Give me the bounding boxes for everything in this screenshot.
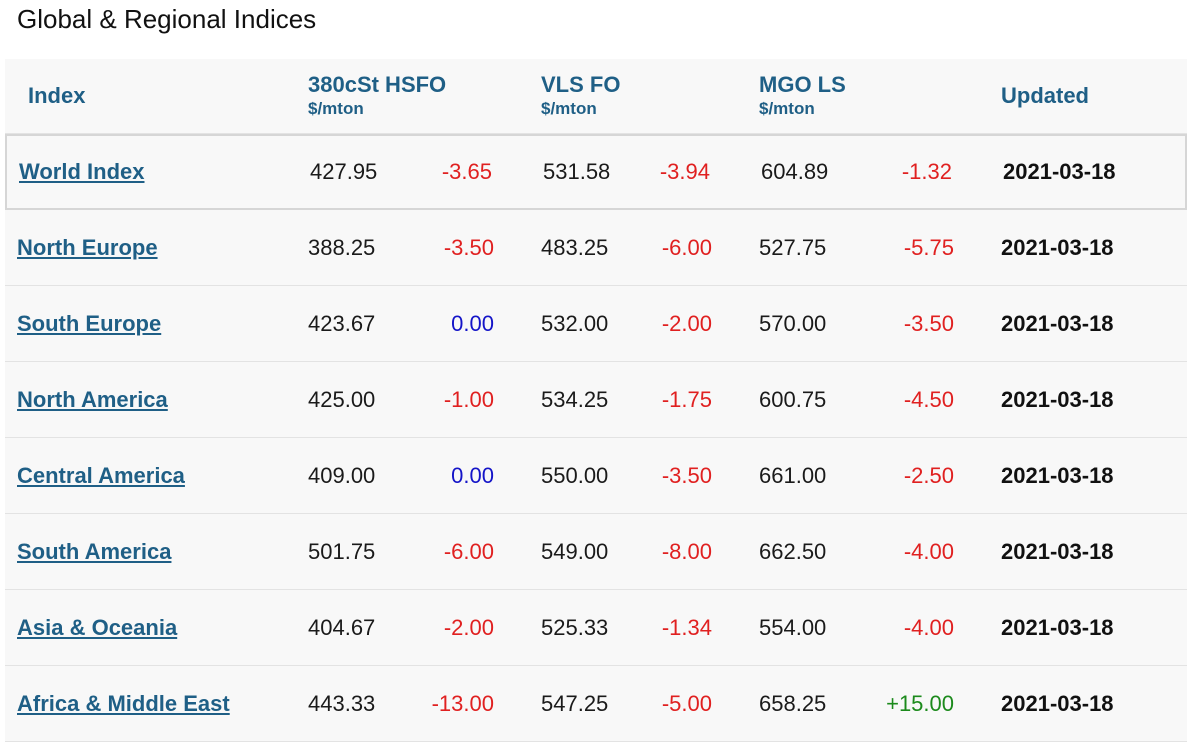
table-row: Central America 409.00 0.00 550.00 -3.50… — [5, 438, 1187, 514]
hsfo-price: 427.95 — [310, 159, 378, 184]
mgo-change: -2.50 — [903, 462, 954, 488]
mgo-price: 661.00 — [759, 462, 827, 488]
vlsfo-price: 549.00 — [541, 538, 609, 564]
vlsfo-change: -8.00 — [661, 538, 712, 564]
hsfo-price: 404.67 — [308, 614, 376, 640]
mgo-change: -4.00 — [903, 538, 954, 564]
mgo-change: -3.50 — [903, 310, 954, 336]
table-row: South America 501.75 -6.00 549.00 -8.00 … — [5, 514, 1187, 590]
page-title: Global & Regional Indices — [17, 4, 317, 34]
updated-date: 2021-03-18 — [1003, 159, 1116, 184]
header-mgo: MGO LS $/mton — [759, 72, 846, 119]
mgo-change: -5.75 — [903, 234, 954, 260]
hsfo-change: -1.00 — [443, 386, 494, 412]
table-row: Asia & Oceania 404.67 -2.00 525.33 -1.34… — [5, 590, 1187, 666]
region-link[interactable]: North America — [17, 386, 168, 412]
header-index-label: Index — [28, 83, 86, 108]
hsfo-price: 425.00 — [308, 386, 376, 412]
hsfo-change: -6.00 — [443, 538, 494, 564]
mgo-price: 554.00 — [759, 614, 827, 640]
header-vlsfo: VLS FO $/mton — [541, 72, 620, 119]
table-row: North America 425.00 -1.00 534.25 -1.75 … — [5, 362, 1187, 438]
hsfo-change: 0.00 — [451, 310, 494, 336]
vlsfo-price: 550.00 — [541, 462, 609, 488]
mgo-change: -4.00 — [903, 614, 954, 640]
vlsfo-change: -3.50 — [661, 462, 712, 488]
vlsfo-change: -3.94 — [659, 159, 710, 184]
table-row: Africa & Middle East 443.33 -13.00 547.2… — [5, 666, 1187, 742]
mgo-change: -1.32 — [901, 159, 952, 184]
hsfo-change: -2.00 — [443, 614, 494, 640]
table-row: North Europe 388.25 -3.50 483.25 -6.00 5… — [5, 210, 1187, 286]
mgo-change: -4.50 — [903, 386, 954, 412]
vlsfo-change: -6.00 — [661, 234, 712, 260]
vlsfo-price: 483.25 — [541, 234, 609, 260]
updated-date: 2021-03-18 — [1001, 310, 1114, 336]
hsfo-price: 423.67 — [308, 310, 376, 336]
table-row: World Index 427.95 -3.65 531.58 -3.94 60… — [5, 134, 1187, 210]
header-mgo-unit: $/mton — [759, 99, 815, 118]
region-link[interactable]: Asia & Oceania — [17, 614, 178, 640]
vlsfo-change: -1.75 — [661, 386, 712, 412]
updated-date: 2021-03-18 — [1001, 614, 1114, 640]
updated-date: 2021-03-18 — [1001, 386, 1114, 412]
header-vlsfo-label: VLS FO — [541, 72, 621, 97]
indices-table: Index 380cSt HSFO $/mton VLS FO $/mton M… — [5, 59, 1187, 742]
header-hsfo: 380cSt HSFO $/mton — [308, 72, 446, 119]
vlsfo-change: -1.34 — [661, 614, 712, 640]
vlsfo-price: 532.00 — [541, 310, 609, 336]
mgo-price: 658.25 — [759, 690, 827, 716]
header-mgo-label: MGO LS — [759, 72, 846, 97]
region-link[interactable]: South America — [17, 538, 172, 564]
hsfo-change: -3.50 — [443, 234, 494, 260]
vlsfo-price: 547.25 — [541, 690, 609, 716]
hsfo-price: 388.25 — [308, 234, 376, 260]
hsfo-change: -3.65 — [441, 159, 492, 184]
vlsfo-change: -5.00 — [661, 690, 712, 716]
hsfo-price: 501.75 — [308, 538, 376, 564]
header-vlsfo-unit: $/mton — [541, 99, 597, 118]
table-row: South Europe 423.67 0.00 532.00 -2.00 57… — [5, 286, 1187, 362]
header-hsfo-label: 380cSt HSFO — [308, 72, 447, 97]
hsfo-price: 443.33 — [308, 690, 376, 716]
hsfo-change: -13.00 — [431, 690, 494, 716]
region-link[interactable]: North Europe — [17, 234, 158, 260]
header-updated: Updated — [1001, 83, 1089, 109]
vlsfo-price: 525.33 — [541, 614, 609, 640]
mgo-price: 570.00 — [759, 310, 827, 336]
vlsfo-price: 534.25 — [541, 386, 609, 412]
hsfo-change: 0.00 — [451, 462, 494, 488]
updated-date: 2021-03-18 — [1001, 462, 1114, 488]
region-link[interactable]: South Europe — [17, 310, 162, 336]
updated-date: 2021-03-18 — [1001, 234, 1114, 260]
mgo-price: 600.75 — [759, 386, 827, 412]
header-index: Index — [28, 83, 85, 109]
region-link[interactable]: Africa & Middle East — [17, 690, 230, 716]
mgo-price: 662.50 — [759, 538, 827, 564]
mgo-price: 604.89 — [761, 159, 829, 184]
region-link[interactable]: Central America — [17, 462, 185, 488]
table-body: World Index 427.95 -3.65 531.58 -3.94 60… — [5, 134, 1187, 742]
updated-date: 2021-03-18 — [1001, 538, 1114, 564]
table-header: Index 380cSt HSFO $/mton VLS FO $/mton M… — [5, 59, 1187, 134]
header-hsfo-unit: $/mton — [308, 99, 364, 118]
region-link[interactable]: World Index — [19, 159, 145, 184]
vlsfo-change: -2.00 — [661, 310, 712, 336]
mgo-change: +15.00 — [886, 690, 954, 716]
hsfo-price: 409.00 — [308, 462, 376, 488]
updated-date: 2021-03-18 — [1001, 690, 1114, 716]
mgo-price: 527.75 — [759, 234, 827, 260]
header-updated-label: Updated — [1001, 83, 1089, 108]
vlsfo-price: 531.58 — [543, 159, 611, 184]
